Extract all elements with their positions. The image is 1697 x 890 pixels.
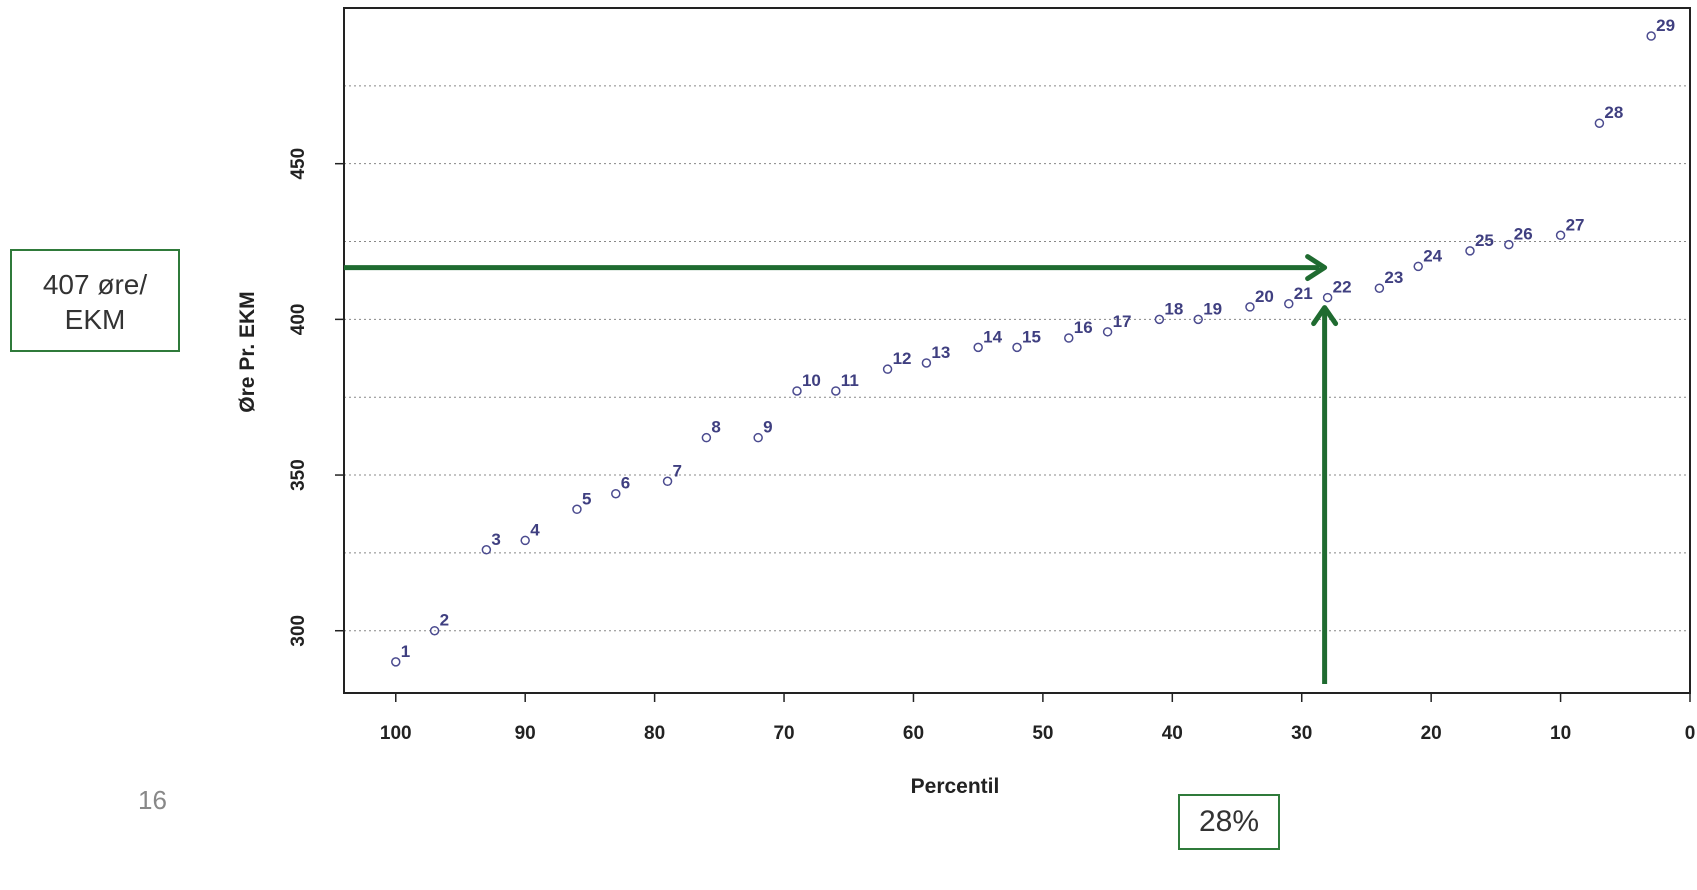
x-tick-label: 50 (1032, 723, 1053, 744)
x-tick-label: 100 (380, 723, 412, 744)
data-point (1012, 342, 1022, 353)
data-point-label: 28 (1604, 103, 1623, 122)
data-point-label: 8 (711, 418, 720, 437)
data-point (572, 504, 582, 515)
data-point-label: 17 (1113, 312, 1132, 331)
y-value-callout-line2: EKM (64, 304, 126, 335)
data-point-label: 25 (1475, 231, 1494, 250)
x-tick-label: 60 (903, 723, 924, 744)
data-point-label: 24 (1423, 246, 1442, 265)
x-tick-label: 70 (773, 723, 794, 744)
data-point (1284, 299, 1294, 309)
y-tick-label: 350 (288, 459, 309, 491)
data-point (1193, 314, 1203, 325)
data-point (973, 342, 983, 353)
data-point-label: 6 (621, 474, 630, 493)
data-point (792, 386, 802, 396)
data-point-label: 5 (582, 489, 591, 508)
data-point-label: 10 (802, 371, 821, 390)
x-value-callout: 28% (1178, 794, 1280, 850)
data-point (429, 625, 440, 636)
data-point (1594, 118, 1605, 128)
x-tick-label: 40 (1162, 723, 1183, 744)
data-point (831, 386, 841, 396)
data-point (1154, 314, 1165, 325)
y-axis-label: Øre Pr. EKM (236, 291, 259, 412)
data-point (753, 432, 763, 443)
data-point (921, 358, 932, 368)
x-tick-label: 10 (1550, 723, 1571, 744)
data-point-label: 11 (841, 371, 859, 390)
y-tick-label: 300 (288, 615, 309, 647)
data-point-label: 7 (673, 461, 682, 480)
highlight-arrows (344, 254, 1339, 684)
y-tick-label: 400 (288, 304, 309, 336)
data-point-label: 22 (1333, 278, 1352, 297)
data-point-label: 2 (440, 611, 449, 630)
data-point (882, 364, 893, 374)
x-axis-label: Percentil (911, 775, 1000, 798)
data-point-label: 4 (530, 520, 540, 539)
data-point-label: 14 (983, 327, 1002, 346)
y-tick-label: 450 (288, 148, 309, 180)
data-point-label: 19 (1203, 299, 1222, 318)
data-point (1465, 246, 1475, 256)
vertical-arrowhead (1311, 305, 1339, 327)
x-tick-label: 30 (1291, 723, 1312, 744)
data-point (1413, 261, 1423, 272)
data-point-label: 12 (893, 349, 912, 368)
data-point-label: 9 (763, 418, 772, 437)
data-point-label: 1 (401, 642, 410, 661)
data-point-label: 27 (1566, 215, 1585, 234)
data-point-label: 23 (1384, 268, 1403, 287)
x-tick-label: 0 (1685, 723, 1696, 744)
gridlines (344, 85, 1690, 632)
data-point (1646, 31, 1656, 41)
data-point (1064, 333, 1074, 343)
horizontal-arrowhead (1305, 254, 1328, 282)
page-number: 16 (138, 785, 167, 815)
y-value-callout: 407 øre/ EKM (10, 249, 180, 352)
x-axis: 100 90 80 70 60 50 40 30 20 10 0 (380, 693, 1695, 744)
data-point-label: 15 (1022, 327, 1041, 346)
plot-frame (343, 7, 1691, 694)
y-axis: 300 350 400 450 (288, 148, 344, 647)
data-point (1555, 230, 1566, 241)
data-point (662, 476, 673, 487)
data-point (520, 535, 530, 546)
data-point-label: 3 (491, 530, 500, 549)
data-point (391, 657, 401, 667)
data-point (1102, 327, 1113, 337)
x-tick-label: 90 (515, 723, 536, 744)
data-point-label: 13 (931, 343, 950, 362)
y-value-callout-line1: 407 øre/ (42, 269, 148, 300)
data-point (1504, 239, 1514, 250)
x-tick-label: 80 (644, 723, 665, 744)
data-point-label: 29 (1656, 16, 1675, 35)
data-point (481, 545, 492, 555)
data-point-label: 20 (1255, 287, 1274, 306)
data-point-label: 16 (1074, 318, 1093, 337)
data-point-label: 21 (1294, 284, 1313, 303)
data-point (701, 432, 712, 443)
data-point (611, 488, 621, 499)
data-point-label: 18 (1164, 299, 1183, 318)
data-point (1322, 292, 1333, 303)
x-tick-label: 20 (1421, 723, 1442, 744)
data-point-label: 26 (1514, 225, 1533, 244)
data-point (1245, 302, 1255, 312)
data-point (1374, 283, 1385, 293)
